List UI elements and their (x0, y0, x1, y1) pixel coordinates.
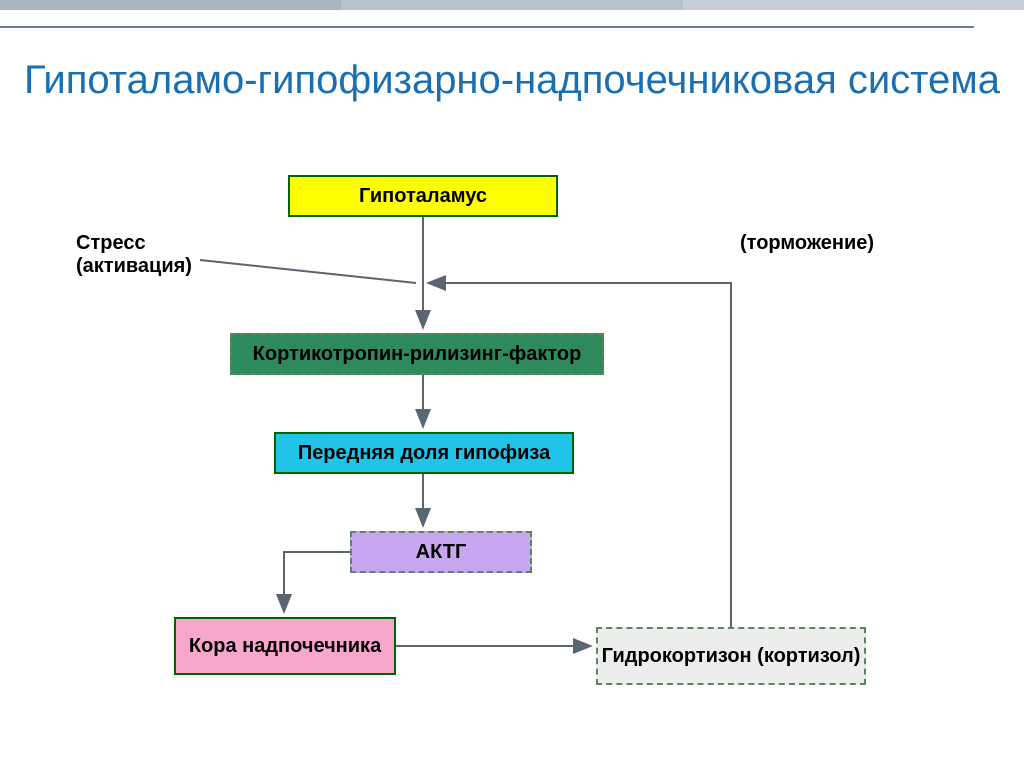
node-hypothalamus: Гипоталамус (288, 175, 558, 217)
node-acth: АКТГ (350, 531, 532, 573)
node-pituitary: Передняя доля гипофиза (274, 432, 574, 474)
node-adrenal-cortex: Кора надпочечника (174, 617, 396, 675)
arrow-acth-to-cortex (284, 552, 350, 610)
arrow-stress-activation (200, 260, 416, 283)
page-title: Гипоталамо-гипофизарно-надпочечниковая с… (0, 58, 1024, 102)
flow-arrows (0, 0, 1024, 767)
slide-top-border (0, 0, 1024, 10)
node-crf: Кортикотропин-рилизинг-фактор (230, 333, 604, 375)
accent-line (0, 26, 974, 28)
label-stress-activation: Стресс (активация) (76, 232, 192, 278)
node-cortisol: Гидрокортизон (кортизол) (596, 627, 866, 685)
label-inhibition: (торможение) (740, 232, 874, 255)
